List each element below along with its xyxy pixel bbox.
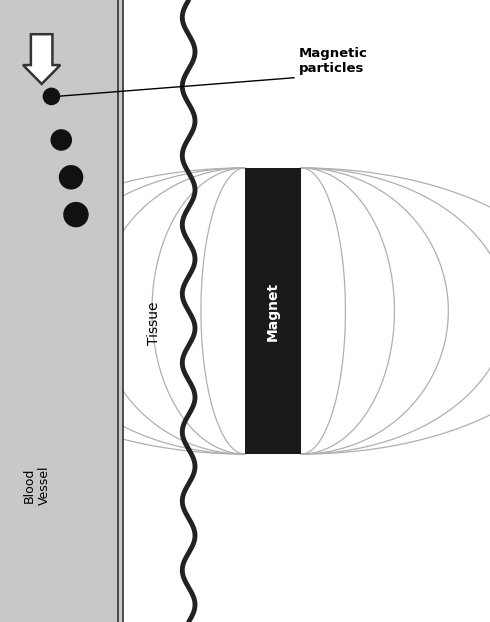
Text: Magnet: Magnet bbox=[266, 281, 280, 341]
Ellipse shape bbox=[59, 165, 83, 190]
Bar bbox=[245, 168, 301, 454]
Text: Tissue: Tissue bbox=[147, 302, 161, 345]
Polygon shape bbox=[23, 34, 60, 84]
Bar bbox=[0, 0, 122, 622]
Ellipse shape bbox=[63, 202, 89, 227]
Text: Magnetic
particles: Magnetic particles bbox=[299, 47, 368, 75]
Ellipse shape bbox=[43, 88, 60, 105]
Ellipse shape bbox=[50, 129, 72, 151]
Text: Blood
Vessel: Blood Vessel bbox=[23, 465, 51, 505]
